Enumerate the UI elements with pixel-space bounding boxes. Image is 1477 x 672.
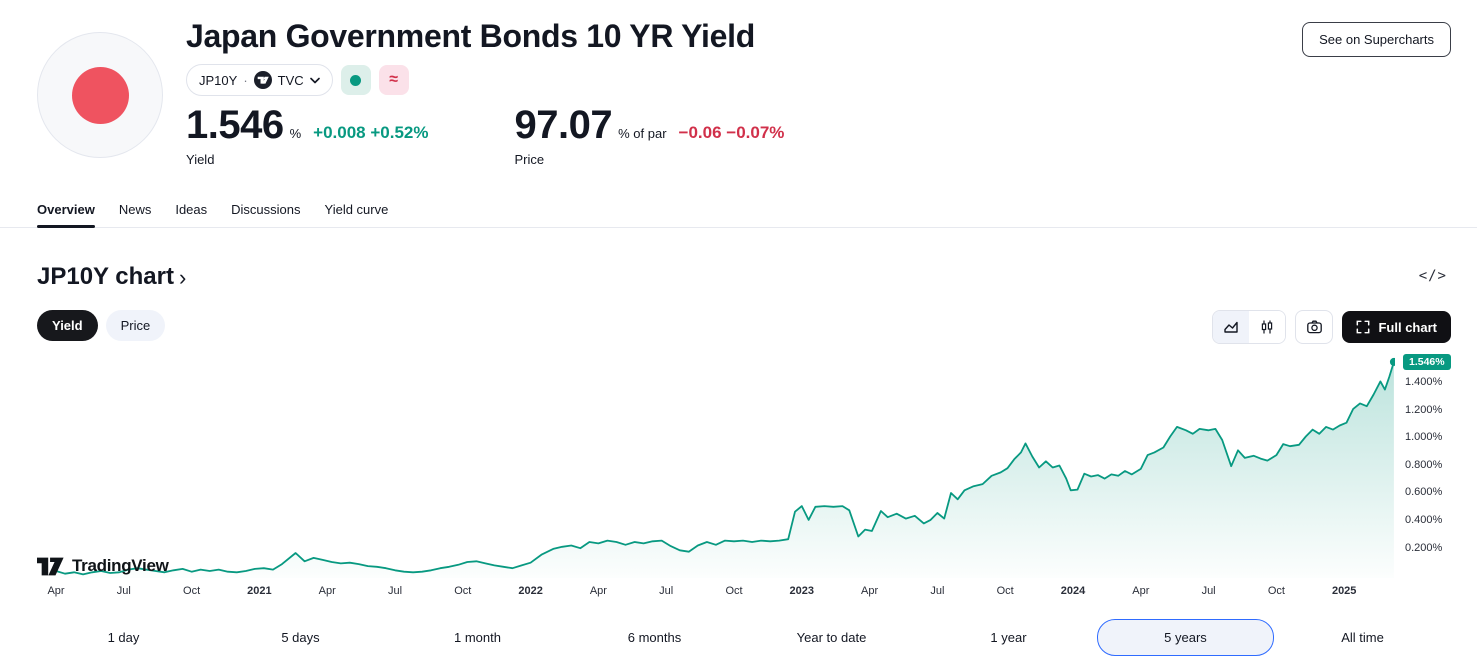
x-axis-label: 2023	[789, 585, 815, 597]
tab-overview[interactable]: Overview	[37, 196, 95, 228]
tab-bar: Overview News Ideas Discussions Yield curve	[0, 196, 1477, 228]
price-label: Price	[514, 152, 545, 167]
range-all-time[interactable]: All time	[1341, 630, 1384, 645]
approx-icon: ≈	[389, 71, 399, 88]
japan-flag-logo	[37, 32, 163, 158]
see-on-supercharts-button[interactable]: See on Supercharts	[1302, 22, 1451, 57]
x-axis-label: Apr	[861, 585, 879, 597]
series-toggle-price[interactable]: Price	[105, 310, 166, 341]
y-axis-label: 0.800%	[1405, 458, 1443, 471]
y-axis-label: 0.600%	[1405, 486, 1443, 499]
tab-discussions[interactable]: Discussions	[231, 202, 301, 217]
snapshot-button[interactable]	[1295, 310, 1334, 344]
chart-type-segmented-control	[1212, 310, 1287, 344]
x-axis-label: Jul	[930, 585, 945, 597]
yield-quote: 1.546 % +0.008 +0.52% Yield	[186, 104, 429, 167]
symbol-separator: ·	[243, 72, 248, 88]
x-axis-label: Jul	[116, 585, 131, 597]
x-axis-label: Jul	[1201, 585, 1216, 597]
approx-data-badge[interactable]: ≈	[378, 65, 409, 95]
last-value-badge: 1.546%	[1403, 353, 1451, 370]
x-axis-label: 2025	[1331, 585, 1357, 597]
full-chart-label: Full chart	[1378, 319, 1437, 335]
x-axis-label: Apr	[318, 585, 336, 597]
range-1-month[interactable]: 1 month	[454, 630, 501, 645]
exchange-label: TVC	[277, 72, 304, 88]
x-axis-label: Oct	[454, 585, 472, 597]
price-unit: % of par	[618, 126, 667, 141]
range-year-to-date[interactable]: Year to date	[796, 630, 867, 645]
x-axis: Apr Jul Oct 2021 Apr Jul Oct 2022 Apr Jul Oct 2023 A…	[35, 585, 1395, 599]
symbol-dropdown-button[interactable]: JP10Y · TVC	[186, 64, 333, 96]
chart-toolbar: Full chart	[1212, 310, 1451, 344]
price-quote: 97.07 % of par −0.06 −0.07% Price	[515, 104, 785, 167]
chart-heading-text: JP10Y chart	[37, 263, 174, 290]
tradingview-logo-icon	[253, 71, 272, 89]
area-fill	[56, 361, 1394, 578]
candles-icon	[1262, 320, 1273, 334]
fullscreen-icon	[1357, 320, 1370, 334]
tab-ideas[interactable]: Ideas	[175, 202, 208, 217]
japan-flag-circle	[71, 66, 129, 124]
y-axis-label: 0.400%	[1405, 513, 1443, 526]
y-axis-label: 0.200%	[1405, 541, 1443, 554]
camera-icon	[1307, 320, 1322, 334]
x-axis-label: 2021	[247, 585, 272, 597]
series-toggle: Yield Price	[37, 310, 166, 341]
embed-code-icon[interactable]: </>	[1418, 268, 1447, 284]
x-axis-label: Apr	[1132, 585, 1150, 597]
market-open-badge[interactable]	[340, 65, 371, 95]
price-value: 97.07	[514, 103, 613, 147]
tab-news[interactable]: News	[118, 202, 152, 217]
watermark-text: TradingView	[72, 556, 169, 575]
page-title: Japan Government Bonds 10 YR Yield	[186, 18, 755, 54]
x-axis-label: Apr	[47, 585, 65, 597]
y-axis-label: 1.000%	[1405, 431, 1443, 444]
chart-plot	[55, 357, 1398, 578]
range-1-year[interactable]: 1 year	[990, 630, 1027, 645]
quote-row: 1.546 % +0.008 +0.52% Yield 97.07 % of p…	[186, 104, 784, 167]
y-axis-label: 1.200%	[1405, 403, 1443, 416]
range-5-years[interactable]: 5 years	[1097, 619, 1274, 656]
price-change: −0.06 −0.07%	[678, 123, 785, 142]
market-open-dot-icon	[350, 74, 362, 86]
symbol-row: JP10Y · TVC ≈	[186, 64, 409, 96]
y-axis: 1.546% 1.400% 1.200% 1.000% 0.800% 0.600% 0.40…	[1403, 353, 1473, 578]
x-axis-label: Jul	[659, 585, 674, 597]
tradingview-mark-icon	[37, 557, 64, 575]
yield-label: Yield	[186, 152, 215, 167]
yield-change: +0.008 +0.52%	[313, 123, 429, 142]
area-chart-type-button[interactable]	[1213, 311, 1250, 343]
chevron-right-icon: ›	[178, 265, 187, 290]
full-chart-button[interactable]: Full chart	[1342, 311, 1451, 343]
last-value-dot	[1389, 357, 1398, 366]
range-selector: 1 day 5 days 1 month 6 months Year to date 1 …	[35, 619, 1451, 656]
yield-value: 1.546	[186, 103, 284, 147]
tab-yield-curve[interactable]: Yield curve	[324, 202, 389, 217]
area-chart-icon	[1224, 321, 1239, 333]
series-toggle-yield[interactable]: Yield	[37, 310, 98, 341]
chart-heading-link[interactable]: JP10Y chart ›	[37, 263, 186, 291]
x-axis-label: 2022	[518, 585, 543, 597]
x-axis-label: Jul	[387, 585, 403, 597]
range-5-days[interactable]: 5 days	[281, 630, 320, 645]
range-1-day[interactable]: 1 day	[107, 630, 140, 645]
range-6-months[interactable]: 6 months	[627, 630, 682, 645]
chart-controls: Yield Price	[0, 310, 1477, 344]
x-axis-label: Oct	[996, 585, 1014, 597]
yield-unit: %	[289, 126, 302, 141]
chevron-down-icon	[309, 77, 320, 83]
y-axis-label: 1.400%	[1405, 376, 1443, 388]
yield-line	[55, 361, 1395, 576]
x-axis-label: Oct	[183, 585, 201, 597]
symbol-label: JP10Y	[199, 72, 238, 88]
candles-chart-type-button[interactable]	[1249, 311, 1286, 343]
yield-area-chart[interactable]	[35, 356, 1398, 578]
x-axis-label: Oct	[1267, 585, 1285, 597]
x-axis-label: 2024	[1060, 585, 1086, 597]
x-axis-label: Apr	[589, 585, 607, 597]
x-axis-label: Oct	[725, 585, 743, 597]
tradingview-watermark[interactable]: TradingView	[37, 556, 169, 576]
